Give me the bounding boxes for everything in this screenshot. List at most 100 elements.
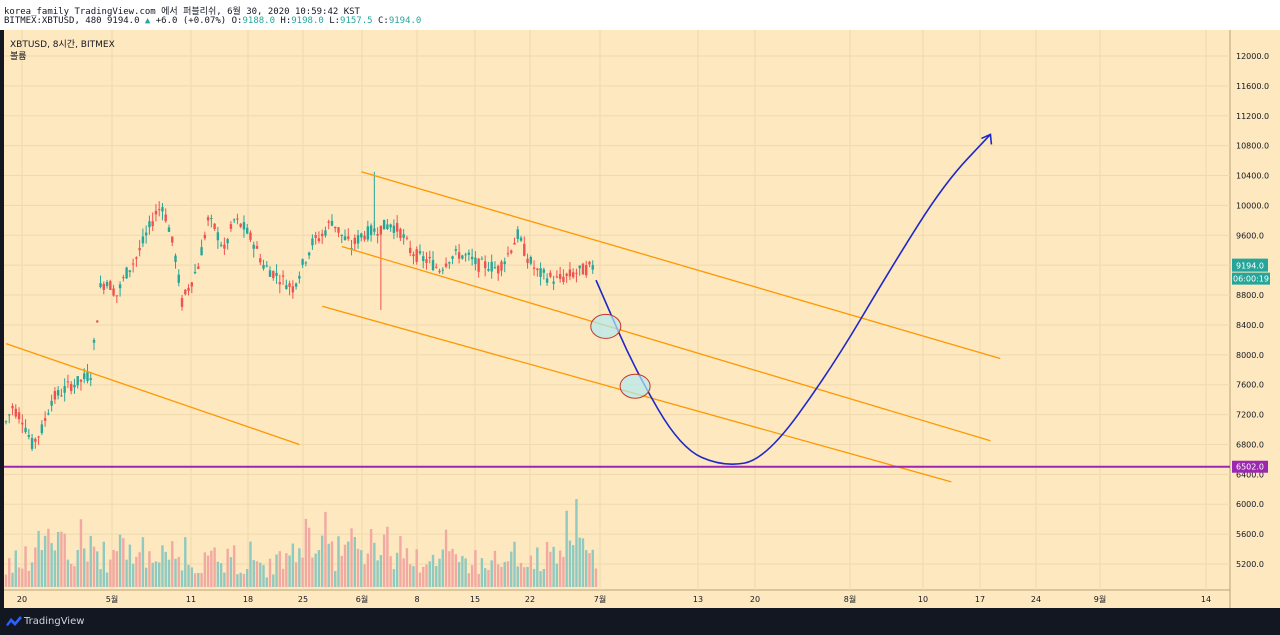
y-tick-label: 10400.0 (1236, 172, 1269, 181)
candle-body (477, 258, 480, 272)
candle-body (392, 225, 396, 233)
interval-label[interactable]: 480 (85, 16, 102, 26)
volume-bar (190, 567, 194, 587)
volume-bar (86, 561, 89, 587)
candle-body (363, 235, 366, 240)
candle-body (158, 209, 161, 211)
y-tick-label: 11200.0 (1236, 112, 1269, 121)
candle-body (184, 289, 187, 295)
candle-body (412, 254, 415, 257)
volume-bar (210, 550, 213, 587)
candle-body (408, 247, 412, 253)
candle-body (96, 320, 99, 323)
volume-bar (11, 572, 14, 587)
volume-bar (255, 561, 259, 587)
candle-body (291, 286, 295, 293)
candle-body (568, 269, 572, 277)
candle-body (79, 379, 83, 382)
low-value: 9157.5 (340, 16, 373, 26)
volume-bar (304, 518, 308, 587)
volume-bar (66, 559, 70, 587)
candle-body (386, 224, 389, 230)
candle-body (575, 272, 578, 274)
x-tick-label: 11 (186, 595, 196, 604)
candle-body (317, 238, 321, 242)
volume-bar (47, 528, 50, 587)
candle-body (229, 224, 233, 229)
candle-body (34, 438, 37, 442)
volume-bar (275, 554, 278, 587)
candle-body (519, 237, 523, 241)
volume-bar (24, 546, 27, 587)
candle-body (4, 421, 8, 423)
x-tick-label: 9월 (1094, 594, 1106, 604)
volume-bar (555, 563, 559, 587)
symbol-label[interactable]: BITMEX:XBTUSD (4, 16, 75, 26)
legend-title[interactable]: XBTUSD, 8시간, BITMEX (10, 39, 115, 50)
candle-body (83, 373, 86, 380)
volume-bar (438, 558, 441, 587)
candle-body (112, 288, 115, 296)
volume-bar (164, 551, 167, 587)
low-label: L: (329, 16, 341, 26)
candle-body (43, 418, 47, 421)
volume-bar (497, 564, 500, 587)
volume-bar (490, 560, 493, 587)
x-tick-labels: 20 5월 11 18 25 6월 8 15 22 7월 13 20 8월 10 17 24 9월 14 (17, 594, 1211, 604)
candle-body (399, 228, 402, 239)
volume-bar (252, 560, 255, 587)
candle-body (86, 372, 89, 382)
volume-bar (236, 574, 239, 587)
volume-bar (330, 541, 334, 587)
volume-bar (415, 549, 418, 587)
volume-bar (4, 574, 8, 587)
tradingview-brand[interactable]: TradingView (24, 616, 85, 627)
volume-bar (418, 572, 422, 587)
volume-bar (379, 555, 383, 587)
candle-body (275, 272, 278, 277)
candles (4, 171, 594, 451)
candle-body (493, 267, 497, 269)
candle-body (294, 283, 298, 287)
candle-body (131, 263, 135, 265)
volume-bar (510, 551, 513, 587)
candle-body (376, 233, 379, 236)
candle-body (193, 271, 197, 274)
candle-body (265, 265, 268, 267)
volume-bar (343, 544, 347, 587)
close-value: 9194.0 (388, 16, 422, 26)
countdown-label: 06:00:19 (1233, 275, 1269, 284)
time-axis[interactable] (4, 590, 1230, 608)
y-tick-label: 6400.0 (1236, 470, 1264, 479)
tradingview-logo-icon[interactable] (6, 615, 22, 627)
drawings (4, 133, 1230, 483)
plot-area[interactable] (4, 30, 1230, 590)
candle-body (301, 259, 304, 265)
volume-bar (594, 568, 598, 587)
candle-body (21, 422, 24, 425)
volume-bar (14, 550, 17, 587)
x-tick-label: 14 (1201, 595, 1211, 604)
candle-body (327, 221, 330, 223)
volume-bar (591, 549, 594, 587)
candle-body (581, 263, 585, 275)
price-chart[interactable]: 12000.0 11600.0 11200.0 10800.0 10400.0 10000… (0, 30, 1280, 608)
legend-volume[interactable]: 볼륨 (10, 51, 27, 62)
candle-body (174, 255, 177, 262)
volume-bar (206, 555, 210, 587)
volume-bar (262, 565, 265, 587)
x-tick-label: 25 (298, 595, 308, 604)
price-axis[interactable] (1230, 30, 1280, 608)
volume-bar (158, 562, 161, 587)
volume-bar (288, 555, 291, 587)
candle-body (578, 265, 581, 269)
volume-bar (549, 551, 552, 587)
volume-bar (177, 556, 180, 587)
ohlc-line: BITMEX:XBTUSD, 480 9194.0 ▲ +6.0 (+0.07%… (4, 16, 422, 26)
volume-bar (366, 553, 370, 587)
volume-bar (180, 570, 184, 587)
y-tick-label: 7200.0 (1236, 411, 1264, 420)
volume-bar (334, 571, 337, 587)
volume-bar (148, 551, 151, 587)
countdown-badge (1232, 272, 1270, 285)
